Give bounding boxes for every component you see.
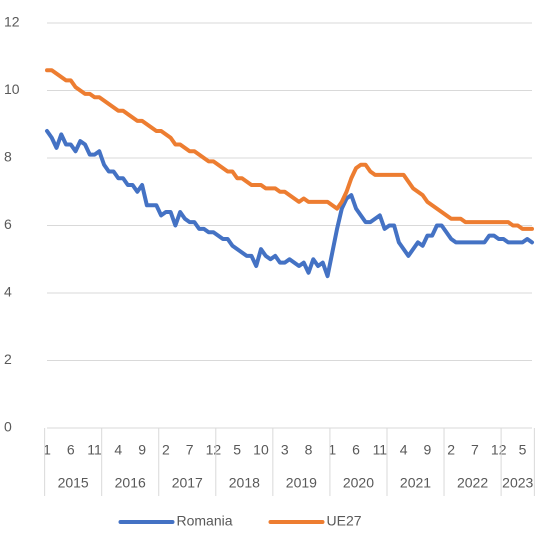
x-tick-label: 9 xyxy=(423,442,431,458)
year-label: 2018 xyxy=(229,475,260,491)
series-line xyxy=(45,129,534,279)
x-tick-label: 11 xyxy=(87,442,102,458)
legend-label: UE27 xyxy=(327,513,362,529)
x-tick-label: 1 xyxy=(328,442,336,458)
x-tick-label: 7 xyxy=(471,442,479,458)
y-tick-label: 10 xyxy=(4,81,20,97)
x-tick-label: 2 xyxy=(162,442,170,458)
x-tick-label: 4 xyxy=(400,442,408,458)
x-tick-label: 5 xyxy=(233,442,241,458)
x-tick-label: 12 xyxy=(491,442,507,458)
y-tick-label: 4 xyxy=(4,284,12,300)
y-tick-label: 8 xyxy=(4,149,12,165)
year-label: 2016 xyxy=(115,475,146,491)
year-label: 2017 xyxy=(172,475,203,491)
x-tick-label: 12 xyxy=(206,442,222,458)
x-tick-label: 5 xyxy=(519,442,527,458)
year-label: 2020 xyxy=(343,475,374,491)
x-tick-label: 6 xyxy=(67,442,75,458)
x-tick-label: 6 xyxy=(352,442,360,458)
y-tick-label: 0 xyxy=(4,419,12,435)
y-tick-label: 12 xyxy=(4,14,20,30)
year-label: 2023 xyxy=(502,475,533,491)
x-tick-label: 10 xyxy=(253,442,269,458)
y-tick-label: 2 xyxy=(4,351,12,367)
year-label: 2015 xyxy=(58,475,89,491)
year-label: 2021 xyxy=(400,475,431,491)
x-tick-label: 9 xyxy=(138,442,146,458)
x-tick-label: 11 xyxy=(373,442,388,458)
x-tick-label: 4 xyxy=(114,442,122,458)
x-tick-label: 7 xyxy=(186,442,194,458)
series-line xyxy=(45,68,534,231)
legend-label: Romania xyxy=(177,513,233,529)
y-tick-label: 6 xyxy=(4,216,12,232)
year-label: 2019 xyxy=(286,475,317,491)
year-label: 2022 xyxy=(457,475,488,491)
x-tick-label: 2 xyxy=(447,442,455,458)
x-tick-label: 8 xyxy=(305,442,313,458)
x-tick-label: 1 xyxy=(43,442,51,458)
x-tick-label: 3 xyxy=(281,442,289,458)
